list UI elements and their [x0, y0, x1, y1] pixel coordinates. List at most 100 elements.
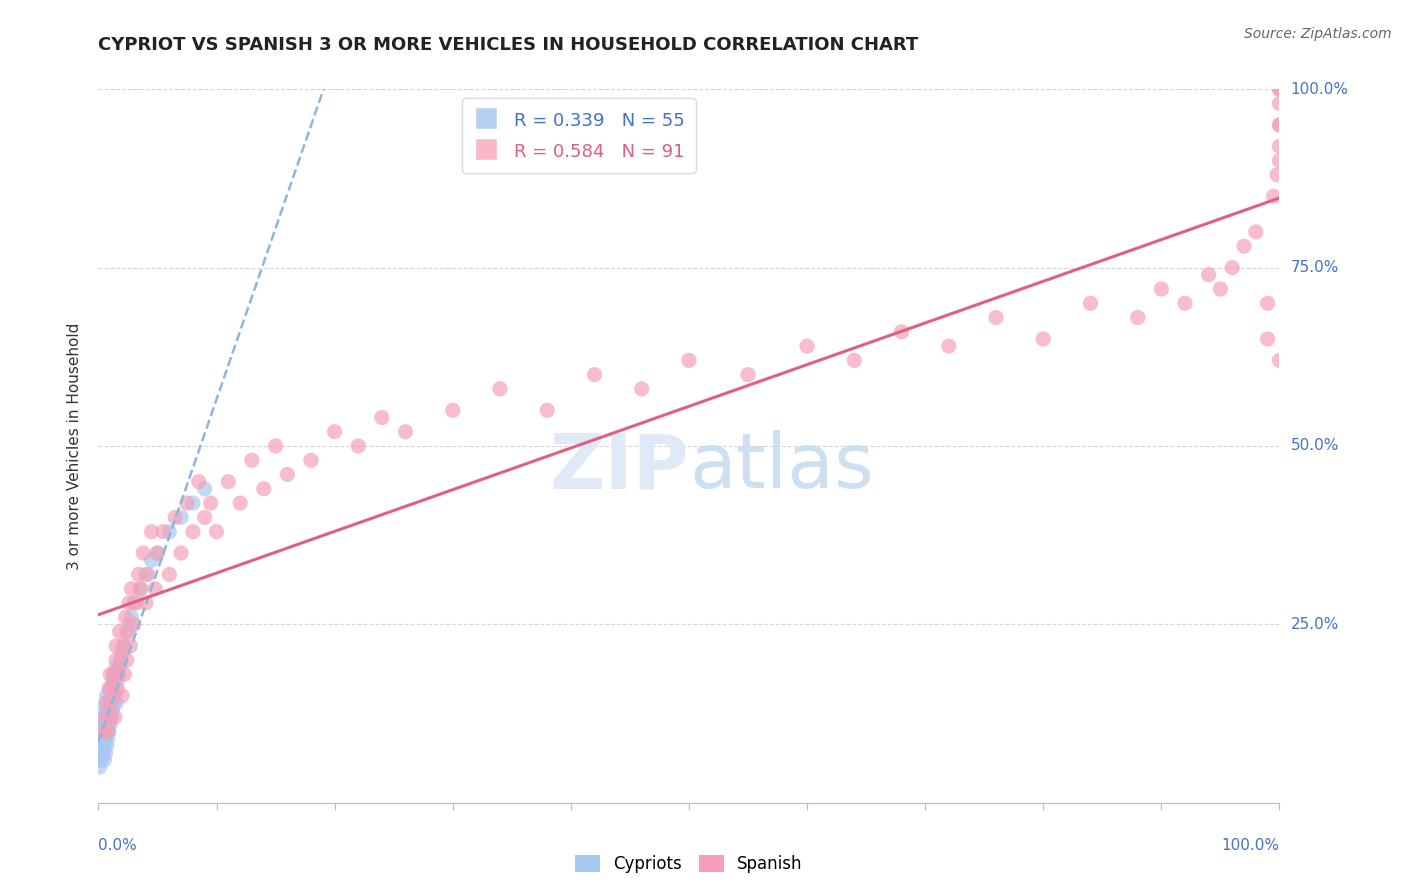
Text: Source: ZipAtlas.com: Source: ZipAtlas.com	[1244, 27, 1392, 41]
Point	[93, 753, 115, 767]
Point	[299, 453, 322, 467]
Point	[176, 496, 198, 510]
Point	[117, 624, 139, 639]
Point	[101, 703, 124, 717]
Point	[103, 667, 125, 681]
Point	[100, 710, 122, 724]
Point	[93, 703, 115, 717]
Point	[1268, 118, 1291, 132]
Point	[122, 596, 145, 610]
Point	[253, 482, 276, 496]
Point	[1263, 189, 1285, 203]
Point	[91, 710, 114, 724]
Point	[1126, 310, 1149, 325]
Point	[94, 710, 117, 724]
Point	[1268, 139, 1291, 153]
Point	[796, 339, 818, 353]
Point	[276, 467, 298, 482]
Point	[90, 753, 112, 767]
Point	[1265, 168, 1288, 182]
Point	[101, 674, 124, 689]
Point	[1268, 82, 1291, 96]
Text: 0.0%: 0.0%	[98, 838, 138, 853]
Point	[1257, 296, 1279, 310]
Point	[94, 717, 117, 731]
Point	[1209, 282, 1232, 296]
Point	[146, 546, 169, 560]
Text: CYPRIOT VS SPANISH 3 OR MORE VEHICLES IN HOUSEHOLD CORRELATION CHART: CYPRIOT VS SPANISH 3 OR MORE VEHICLES IN…	[98, 36, 918, 54]
Point	[128, 582, 150, 596]
Point	[98, 703, 121, 717]
Point	[97, 731, 120, 746]
Point	[143, 582, 166, 596]
Point	[136, 567, 159, 582]
Point	[97, 724, 120, 739]
Point	[181, 524, 204, 539]
Point	[217, 475, 239, 489]
Point	[678, 353, 700, 368]
Point	[98, 717, 121, 731]
Point	[93, 739, 115, 753]
Point	[1257, 332, 1279, 346]
Point	[371, 410, 394, 425]
Point	[938, 339, 960, 353]
Point	[94, 731, 117, 746]
Point	[1268, 118, 1291, 132]
Point	[96, 739, 118, 753]
Point	[100, 696, 122, 710]
Point	[583, 368, 606, 382]
Point	[104, 689, 127, 703]
Point	[93, 724, 115, 739]
Point	[89, 760, 111, 774]
Point	[112, 639, 135, 653]
Text: 100.0%: 100.0%	[1291, 82, 1348, 96]
Point	[97, 703, 120, 717]
Point	[96, 710, 118, 724]
Point	[187, 475, 209, 489]
Point	[394, 425, 416, 439]
Text: 100.0%: 100.0%	[1222, 838, 1279, 853]
Point	[135, 596, 157, 610]
Text: 50.0%: 50.0%	[1291, 439, 1339, 453]
Point	[105, 681, 128, 696]
Point	[121, 582, 143, 596]
Point	[94, 746, 117, 760]
Point	[489, 382, 512, 396]
Point	[128, 567, 150, 582]
Point	[157, 524, 180, 539]
Point	[110, 653, 132, 667]
Point	[98, 667, 121, 681]
Point	[91, 724, 114, 739]
Point	[194, 510, 217, 524]
Point	[152, 524, 174, 539]
Text: atlas: atlas	[689, 431, 873, 504]
Point	[132, 546, 155, 560]
Point	[323, 425, 346, 439]
Point	[118, 617, 141, 632]
Point	[347, 439, 370, 453]
Text: 75.0%: 75.0%	[1291, 260, 1339, 275]
Point	[118, 596, 141, 610]
Point	[98, 710, 121, 724]
Point	[441, 403, 464, 417]
Point	[110, 653, 132, 667]
Legend: R = 0.339   N = 55, R = 0.584   N = 91: R = 0.339 N = 55, R = 0.584 N = 91	[461, 98, 696, 173]
Point	[890, 325, 912, 339]
Point	[98, 724, 121, 739]
Point	[91, 746, 114, 760]
Point	[737, 368, 759, 382]
Point	[120, 639, 142, 653]
Point	[122, 617, 145, 632]
Point	[93, 724, 115, 739]
Point	[96, 724, 118, 739]
Point	[536, 403, 558, 417]
Point	[108, 624, 131, 639]
Point	[1268, 82, 1291, 96]
Point	[112, 639, 135, 653]
Point	[111, 689, 134, 703]
Point	[107, 667, 129, 681]
Point	[125, 596, 148, 610]
Point	[1150, 282, 1173, 296]
Point	[98, 710, 121, 724]
Point	[984, 310, 1007, 325]
